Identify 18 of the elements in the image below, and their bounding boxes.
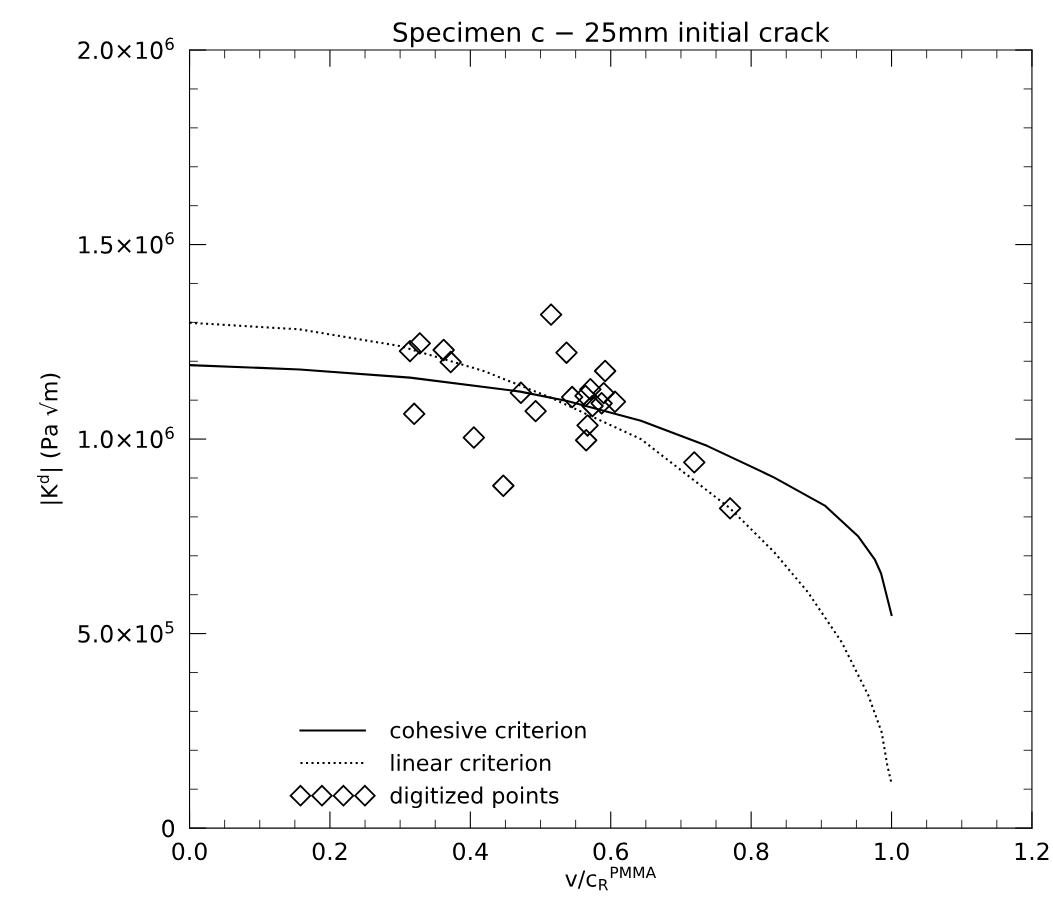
x-tick-label: 1.2 [1015,842,1049,860]
x-tick-label: 1.0 [875,842,909,861]
x-tick-label: 0.6 [593,842,629,861]
x-tick-label: 0.4 [453,842,488,861]
y-tick-label: 1.5×10$^{6}$ [79,232,174,254]
x-tick-label: 0.0 [172,842,207,861]
y-tick-label: 5.0×10$^{5}$ [78,621,174,643]
x-tick-label: 0.8 [733,842,769,861]
y-tick-label: 0 [162,819,175,838]
x-tick-label: 0.2 [312,842,347,861]
y-axis-title: |K$^{d}$| (Pa √m) [37,373,63,504]
y-tick-label: 1.0×10$^{6}$ [79,426,174,449]
legend-label: linear criterion [391,753,551,772]
y-tick-label: 2.0×10$^{6}$ [78,37,174,60]
chart-title: Specimen c − 25mm initial crack [393,21,830,48]
legend-label: digitized points [390,786,559,809]
x-axis-title: v/c$_{R}$$^{PMMA}$ [565,866,657,891]
legend-label: cohesive criterion [390,721,586,739]
